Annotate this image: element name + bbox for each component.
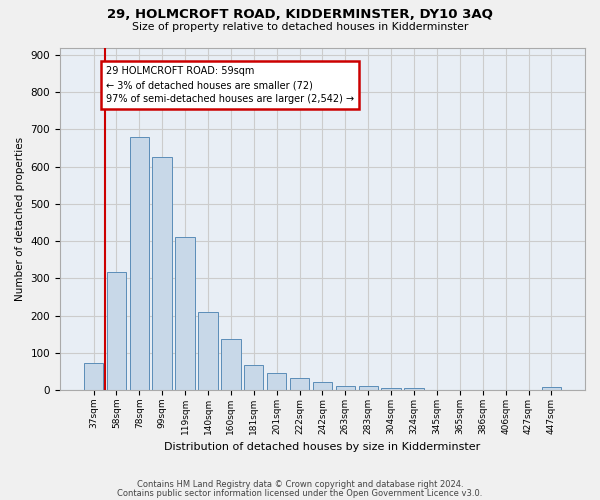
Text: Contains HM Land Registry data © Crown copyright and database right 2024.: Contains HM Land Registry data © Crown c… (137, 480, 463, 489)
Bar (107, 272, 126, 390)
Bar (404, 388, 424, 390)
Bar (382, 388, 401, 390)
Bar (359, 386, 378, 390)
Bar (290, 378, 309, 390)
Text: Contains public sector information licensed under the Open Government Licence v3: Contains public sector information licen… (118, 488, 482, 498)
Bar (244, 365, 263, 390)
Bar (84, 364, 103, 390)
Bar (130, 137, 149, 390)
Bar (175, 238, 195, 390)
Y-axis label: Number of detached properties: Number of detached properties (15, 137, 25, 301)
Bar (221, 339, 241, 390)
Text: 29 HOLMCROFT ROAD: 59sqm
← 3% of detached houses are smaller (72)
97% of semi-de: 29 HOLMCROFT ROAD: 59sqm ← 3% of detache… (106, 66, 354, 104)
Bar (313, 382, 332, 390)
Text: 29, HOLMCROFT ROAD, KIDDERMINSTER, DY10 3AQ: 29, HOLMCROFT ROAD, KIDDERMINSTER, DY10 … (107, 8, 493, 20)
Bar (335, 386, 355, 390)
Bar (542, 387, 561, 390)
Text: Size of property relative to detached houses in Kidderminster: Size of property relative to detached ho… (132, 22, 468, 32)
Bar (267, 373, 286, 390)
Bar (152, 158, 172, 390)
X-axis label: Distribution of detached houses by size in Kidderminster: Distribution of detached houses by size … (164, 442, 481, 452)
Bar (198, 312, 218, 390)
